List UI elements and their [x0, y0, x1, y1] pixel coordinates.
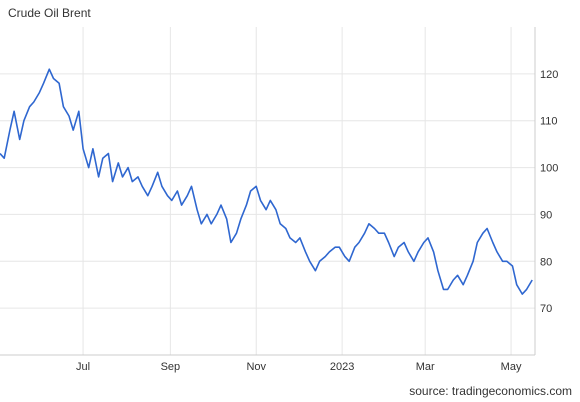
y-tick-label: 70 [540, 303, 552, 315]
y-tick-label: 90 [540, 209, 552, 221]
y-tick-labels: 70 80 90 100 110 120 [540, 69, 558, 315]
axes [0, 27, 536, 356]
chart-title: Crude Oil Brent [8, 6, 91, 20]
y-tick-label: 120 [540, 69, 558, 81]
x-tick-label: Nov [246, 361, 266, 373]
series-line-brent [0, 68, 533, 295]
x-tick-label: 2023 [330, 361, 354, 373]
x-tick-label: May [501, 361, 522, 373]
grid [0, 27, 535, 355]
y-tick-label: 80 [540, 256, 552, 268]
y-tick-label: 110 [540, 116, 558, 128]
x-tick-label: Mar [416, 361, 435, 373]
y-tick-label: 100 [540, 163, 558, 175]
x-tick-label: Jul [76, 361, 90, 373]
source-note: source: tradingeconomics.com [409, 384, 572, 398]
x-tick-label: Sep [161, 361, 181, 373]
x-tick-labels: Jul Sep Nov 2023 Mar May [76, 361, 522, 373]
series [0, 68, 533, 295]
